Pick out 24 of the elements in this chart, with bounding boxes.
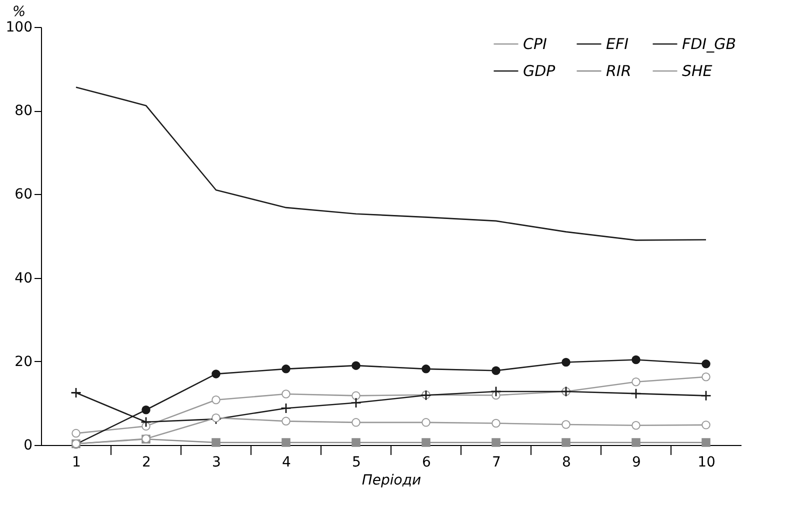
legend-label: GDP: [523, 62, 556, 80]
x-tick-label: 5: [352, 454, 361, 470]
x-tick-label: 7: [492, 454, 501, 470]
y-axis-title: %: [12, 4, 26, 20]
y-tick-label: 20: [14, 354, 32, 370]
x-tick-label: 4: [282, 454, 292, 470]
legend-label: EFI: [606, 35, 630, 53]
x-tick-label: 9: [632, 454, 641, 470]
y-tick-label: 80: [14, 103, 32, 120]
y-tick-label: 60: [14, 186, 32, 203]
x-tick-label: 6: [422, 454, 432, 470]
y-tick-label: 40: [14, 270, 32, 286]
x-axis-title: Періоди: [362, 472, 422, 488]
legend-label: SHE: [682, 62, 713, 80]
legend-label: FDI_GB: [682, 35, 736, 53]
legend-label: RIR: [606, 62, 632, 80]
x-tick-label: 8: [562, 454, 571, 470]
x-tick-label: 1: [72, 454, 81, 470]
x-tick-label: 2: [142, 454, 151, 470]
x-tick-label: 10: [698, 454, 716, 470]
x-tick-label: 3: [212, 454, 221, 470]
y-tick-label: 100: [6, 20, 32, 36]
legend-label: CPI: [523, 35, 548, 53]
y-tick-label: 0: [24, 438, 32, 454]
